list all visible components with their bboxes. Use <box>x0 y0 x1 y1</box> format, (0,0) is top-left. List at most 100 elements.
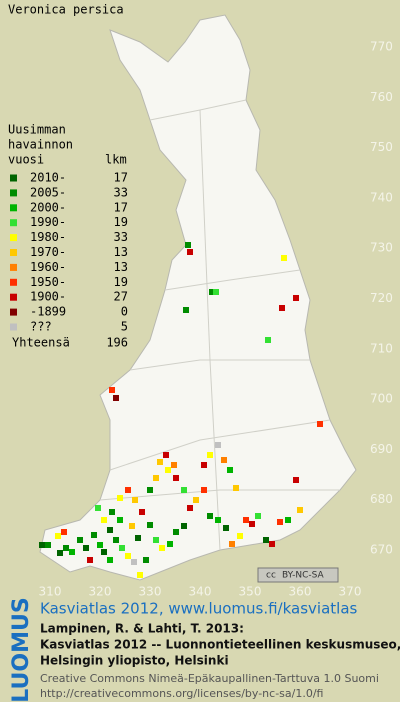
observation <box>269 541 275 547</box>
observation <box>317 421 323 427</box>
y-grid-label: 670 <box>370 543 393 557</box>
observation <box>293 477 299 483</box>
observation <box>153 475 159 481</box>
observation <box>55 533 61 539</box>
finland-outline <box>39 14 357 581</box>
observation <box>209 289 215 295</box>
x-grid-label: 330 <box>139 585 162 599</box>
y-grid-label: 700 <box>370 392 393 406</box>
observation <box>207 452 213 458</box>
observation <box>159 545 165 551</box>
atlas-link[interactable]: Kasviatlas 2012, www.luomus.fi/kasviatla… <box>40 600 358 618</box>
observation <box>119 545 125 551</box>
total-label: Yhteensä <box>12 336 70 350</box>
observation <box>125 487 131 493</box>
observation <box>137 572 143 578</box>
observation <box>107 557 113 563</box>
observation <box>135 535 141 541</box>
observation <box>201 487 207 493</box>
legend-label: 2000- <box>30 200 66 214</box>
total-count: 196 <box>106 336 128 350</box>
observation <box>167 541 173 547</box>
observation <box>153 537 159 543</box>
observation <box>125 553 131 559</box>
legend-swatch <box>10 234 17 242</box>
observation <box>157 459 163 465</box>
y-grid-label: 760 <box>370 90 393 104</box>
observation <box>163 452 169 458</box>
legend-label: 1990- <box>30 215 66 229</box>
observation <box>193 497 199 503</box>
observation <box>113 395 119 401</box>
legend-count: 33 <box>114 185 128 199</box>
observation <box>143 557 149 563</box>
x-grid-label: 360 <box>289 585 312 599</box>
legend-swatch <box>10 293 17 301</box>
citation: Helsingin yliopisto, Helsinki <box>40 654 229 668</box>
observation <box>221 457 227 463</box>
legend-swatch <box>10 174 17 182</box>
x-grid-label: 350 <box>239 585 262 599</box>
observation <box>165 467 171 473</box>
legend-swatch <box>10 219 17 227</box>
legend-label: 1960- <box>30 260 66 274</box>
observation <box>113 537 119 543</box>
observation <box>77 537 83 543</box>
y-grid-label: 770 <box>370 40 393 54</box>
observation <box>285 517 291 523</box>
legend-count: 17 <box>114 200 128 214</box>
badge-icon: cc <box>266 571 276 581</box>
legend-count: 17 <box>114 171 128 185</box>
observation <box>109 509 115 515</box>
license-badge <box>257 567 339 583</box>
citation: Kasviatlas 2012 -- Luonnontieteellinen k… <box>40 638 400 652</box>
observation <box>147 487 153 493</box>
observation <box>263 537 269 543</box>
observation <box>181 487 187 493</box>
observation <box>69 549 75 555</box>
observation <box>61 529 67 535</box>
observation <box>237 533 243 539</box>
observation <box>171 462 177 468</box>
observation <box>213 289 219 295</box>
observation <box>101 549 107 555</box>
y-grid-label: 750 <box>370 140 393 154</box>
legend-label: ??? <box>30 320 52 334</box>
observation <box>183 307 189 313</box>
legend-label: 2010- <box>30 171 66 185</box>
observation <box>201 462 207 468</box>
observation <box>233 485 239 491</box>
legend-label: 2005- <box>30 185 66 199</box>
map-title: Veronica persica <box>8 3 124 17</box>
observation <box>139 509 145 515</box>
observation <box>173 475 179 481</box>
observation <box>297 507 303 513</box>
observation <box>91 532 97 538</box>
observation <box>131 559 137 565</box>
legend-count: 13 <box>114 260 128 274</box>
region-borders <box>99 99 340 551</box>
y-grid-label: 680 <box>370 492 393 506</box>
legend-swatch <box>10 278 17 286</box>
legend-count: 19 <box>114 275 128 289</box>
observation <box>83 545 89 551</box>
legend-swatch <box>10 204 17 212</box>
observation <box>101 517 107 523</box>
y-grid-label: 740 <box>370 190 393 204</box>
legend-swatch <box>10 249 17 256</box>
legend-header: havainnon <box>8 138 73 152</box>
count-header: lkm <box>105 153 127 167</box>
legend-label: 1970- <box>30 245 66 259</box>
observation <box>117 517 123 523</box>
observation <box>249 521 255 527</box>
legend-swatch <box>10 308 17 316</box>
observation <box>117 495 123 501</box>
legend-count: 5 <box>121 320 128 334</box>
observation <box>281 255 287 261</box>
license-url[interactable]: http://creativecommons.org/licenses/by-n… <box>40 687 323 700</box>
observation <box>39 542 45 548</box>
legend-count: 27 <box>114 290 128 304</box>
observation <box>277 519 283 525</box>
observation <box>129 523 135 529</box>
observation <box>185 242 191 248</box>
